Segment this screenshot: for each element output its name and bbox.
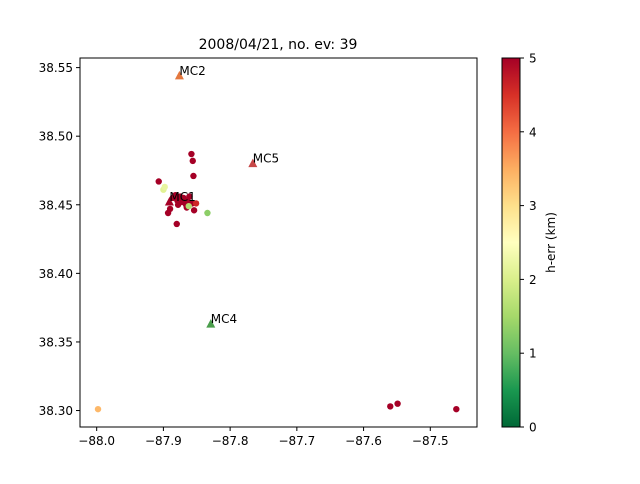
event-point [394, 400, 401, 407]
colorbar-tick-label: 4 [529, 125, 537, 139]
event-point [387, 403, 394, 410]
station-label: MC2 [179, 64, 205, 78]
station-marker [164, 197, 174, 206]
event-point [185, 202, 192, 210]
colorbar-axis: 0 1 2 3 4 5 [520, 52, 537, 435]
event-point [189, 157, 196, 165]
y-tick-label: 38.50 [39, 130, 73, 144]
event-point [190, 172, 197, 180]
colorbar-tick-label: 2 [529, 273, 537, 287]
station-marker [174, 70, 184, 80]
y-tick-label: 38.55 [39, 61, 73, 75]
station-label: MC5 [253, 152, 279, 166]
station-label: MC1 [169, 190, 195, 204]
colorbar-tick-label: 1 [529, 347, 537, 361]
x-axis: −88.0 −87.9 −87.8 −87.7 −87.6 −87.5 [78, 427, 449, 448]
y-tick-label: 38.40 [39, 267, 73, 281]
x-tick-label: −87.5 [412, 434, 449, 448]
colorbar-tick-label: 0 [529, 421, 537, 435]
event-point [166, 205, 174, 213]
x-tick-label: −87.9 [145, 434, 182, 448]
plot-frame [79, 57, 478, 428]
x-tick-label: −87.8 [212, 434, 249, 448]
event-point [204, 209, 211, 217]
event-point [190, 207, 198, 214]
chart-title: 2008/04/21, no. ev: 39 [199, 37, 358, 53]
x-tick-label: −88.0 [78, 434, 115, 448]
event-point [186, 193, 193, 200]
station-label: MC4 [211, 312, 237, 326]
colorbar-tick-label: 5 [529, 52, 537, 66]
stations-layer: MC1 MC2 MC4 MC5 [164, 64, 279, 328]
event-point [173, 220, 180, 228]
y-axis: 38.30 38.35 38.40 38.45 38.50 38.55 [39, 61, 80, 418]
event-point [161, 183, 168, 191]
y-tick-label: 38.45 [39, 198, 73, 212]
plot-area [80, 58, 477, 427]
events-layer [94, 150, 460, 413]
station-marker [206, 319, 216, 328]
station-marker [248, 158, 258, 168]
colorbar [501, 57, 521, 428]
x-tick-label: −87.6 [345, 434, 382, 448]
event-point [192, 200, 200, 207]
y-tick-label: 38.35 [39, 335, 73, 349]
event-point [188, 150, 195, 158]
x-tick-label: −87.7 [278, 434, 315, 448]
event-point [155, 178, 162, 185]
event-point [94, 405, 102, 413]
colorbar-label: h-err (km) [544, 212, 558, 273]
y-tick-label: 38.30 [39, 404, 73, 418]
event-point [453, 405, 460, 413]
colorbar-tick-label: 3 [529, 199, 537, 213]
